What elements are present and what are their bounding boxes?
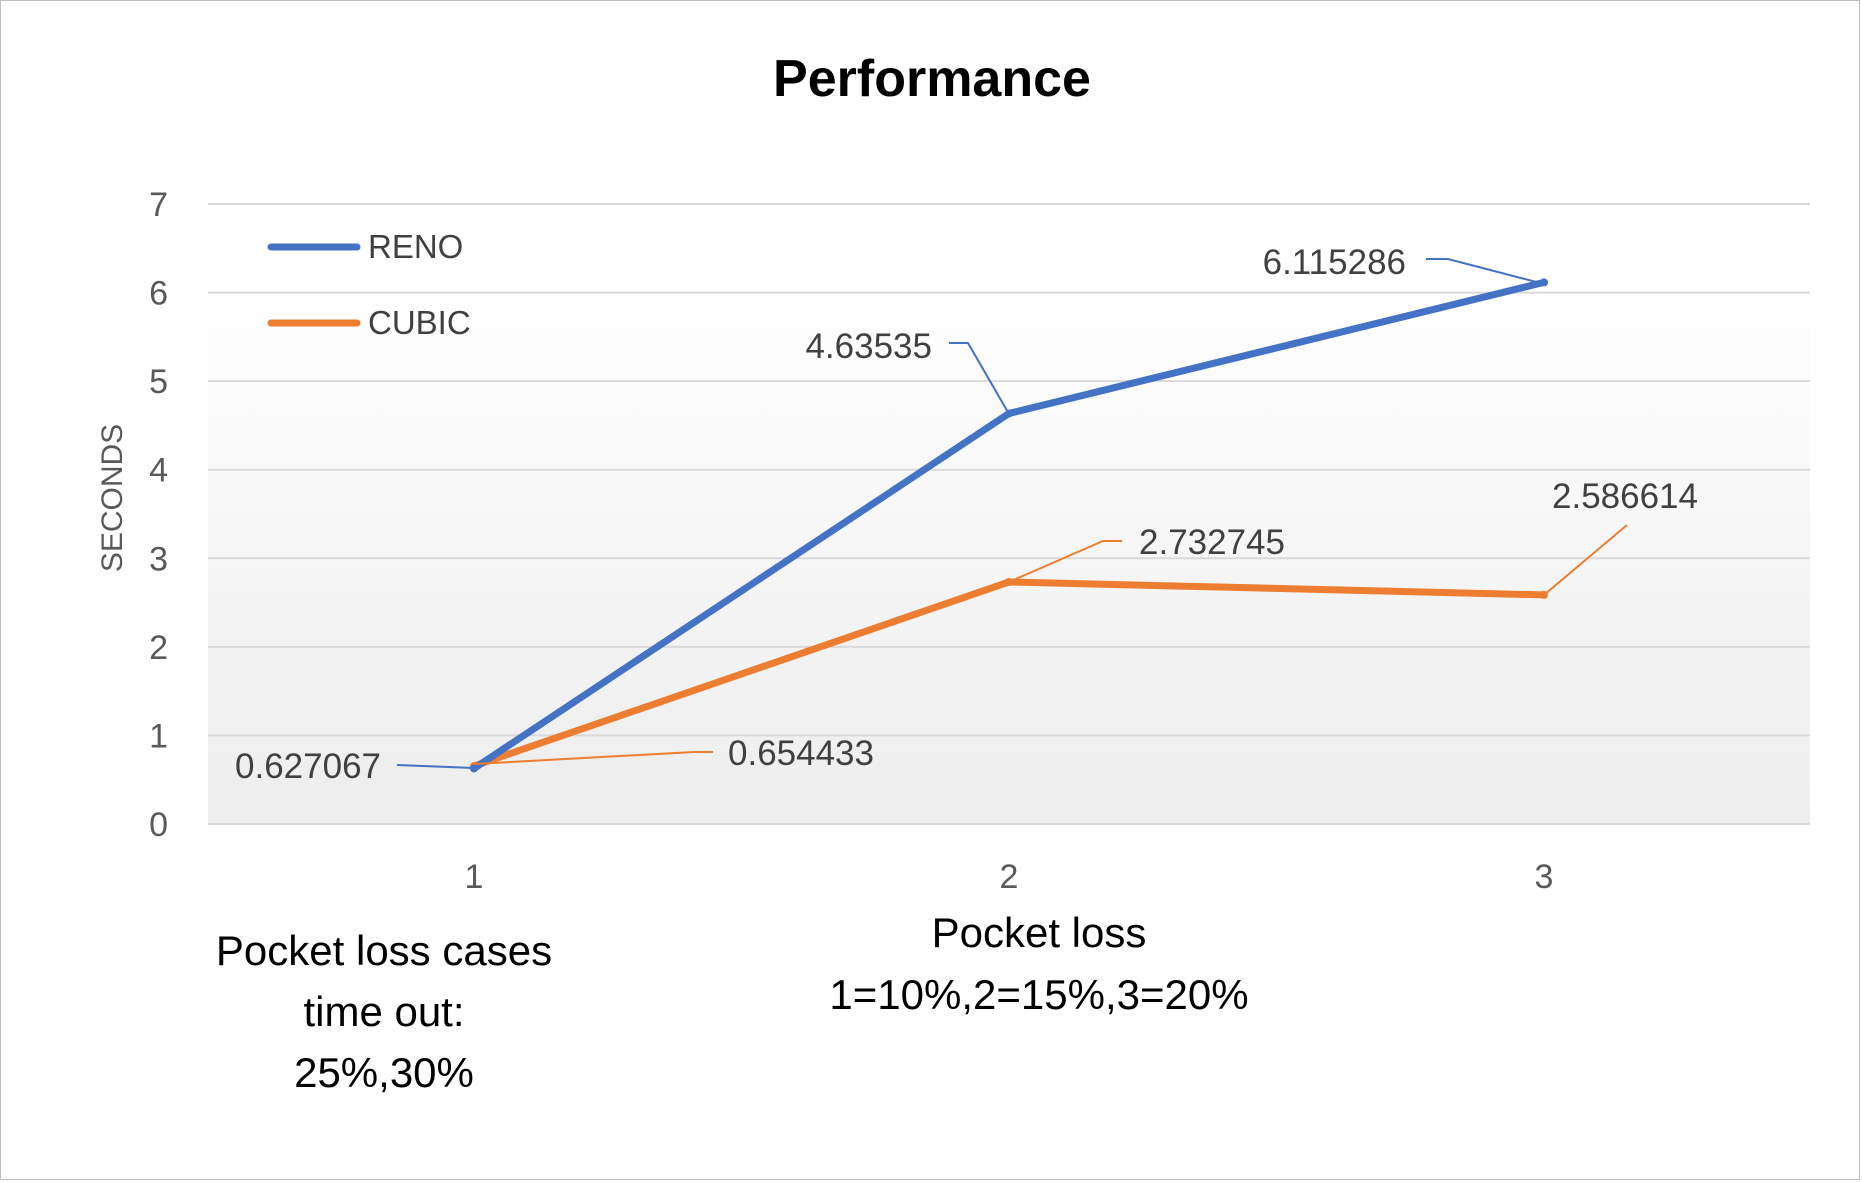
- data-labels: 0.627067 4.63535 6.115286 0.654433 2.732745 2…: [235, 243, 1698, 786]
- y-tick-label-1: 1: [149, 717, 168, 755]
- annotation-center: Pocket loss 1=10%,2=15%,3=20%: [829, 909, 1248, 1018]
- annotation-center-line-1: Pocket loss: [932, 909, 1147, 956]
- plot-area: [208, 204, 1810, 824]
- x-axis-ticks: 1 2 3: [465, 858, 1554, 896]
- y-tick-label-4: 4: [149, 452, 168, 490]
- leader-line-reno-1: [396, 764, 475, 769]
- y-axis-label: SECONDS: [96, 424, 129, 572]
- leader-line-cubic-2: [1008, 540, 1122, 583]
- data-label-reno-3: 6.115286: [1263, 243, 1406, 282]
- y-tick-label-6: 6: [149, 275, 168, 313]
- leader-line-reno-3: [1426, 258, 1545, 285]
- data-label-cubic-1: 0.654433: [728, 734, 874, 773]
- data-label-cubic-2: 2.732745: [1139, 523, 1285, 562]
- data-label-reno-2: 4.63535: [805, 327, 932, 366]
- annotation-left: Pocket loss cases time out: 25%,30%: [216, 927, 552, 1096]
- leader-line-cubic-3: [1543, 524, 1628, 596]
- data-label-reno-1: 0.627067: [235, 747, 381, 786]
- leader-line-cubic-1: [473, 751, 713, 765]
- annotation-left-line-1: Pocket loss cases: [216, 927, 552, 974]
- legend: RENO CUBIC: [267, 228, 471, 341]
- chart-title: Performance: [773, 50, 1091, 108]
- x-tick-label-3: 3: [1535, 858, 1554, 896]
- y-axis-ticks: 0 1 2 3 4 5 6 7: [149, 186, 168, 844]
- annotation-center-line-2: 1=10%,2=15%,3=20%: [829, 971, 1248, 1018]
- y-tick-label-3: 3: [149, 540, 168, 578]
- y-tick-label-7: 7: [149, 186, 168, 224]
- legend-label-reno: RENO: [368, 228, 463, 265]
- y-tick-label-0: 0: [149, 806, 168, 844]
- legend-label-cubic: CUBIC: [368, 304, 471, 341]
- y-tick-label-5: 5: [149, 363, 168, 401]
- annotation-left-line-3: 25%,30%: [294, 1049, 474, 1096]
- annotation-left-line-2: time out:: [303, 988, 464, 1035]
- y-tick-label-2: 2: [149, 629, 168, 667]
- x-tick-label-1: 1: [465, 858, 484, 896]
- grid-lines: [208, 203, 1810, 825]
- data-point-reno-1: [470, 764, 478, 773]
- leader-line-reno-2: [949, 342, 1010, 415]
- x-tick-label-2: 2: [1000, 858, 1019, 896]
- data-label-cubic-3: 2.586614: [1552, 477, 1698, 516]
